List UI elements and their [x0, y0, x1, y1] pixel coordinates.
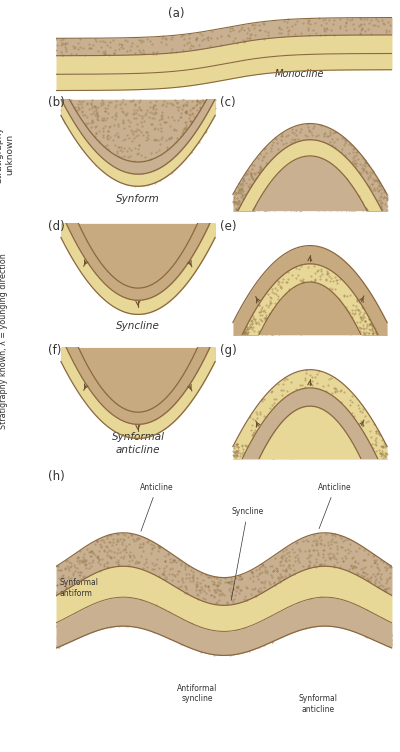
- Text: Synformal
anticline: Synformal anticline: [298, 694, 338, 714]
- Text: Antiformal
syncline: Antiformal syncline: [177, 684, 217, 703]
- Text: Anticline: Anticline: [287, 320, 333, 331]
- Text: Synform: Synform: [116, 195, 160, 205]
- Text: (b): (b): [48, 96, 65, 108]
- Text: (h): (h): [48, 470, 65, 483]
- Text: Stratigraphy known, λ = younging direction: Stratigraphy known, λ = younging directi…: [0, 253, 8, 429]
- Text: Synformal
anticline: Synformal anticline: [112, 432, 164, 455]
- Text: Syncline: Syncline: [116, 320, 160, 331]
- Text: (g): (g): [220, 344, 237, 356]
- Text: (f): (f): [48, 344, 61, 356]
- Text: Stratigraphy
unknown: Stratigraphy unknown: [0, 126, 14, 183]
- Text: Synformal
antiform: Synformal antiform: [59, 578, 98, 598]
- Text: (a): (a): [168, 7, 184, 20]
- Text: Antiform: Antiform: [288, 198, 332, 208]
- Text: Monocline: Monocline: [274, 69, 324, 80]
- Text: (d): (d): [48, 220, 65, 232]
- Text: (c): (c): [220, 96, 236, 108]
- Text: Anticline: Anticline: [318, 483, 352, 529]
- Text: Anticline: Anticline: [140, 483, 174, 531]
- Text: (e): (e): [220, 220, 236, 232]
- Text: Antiformal
syncline: Antiformal syncline: [283, 432, 337, 455]
- Text: Syncline: Syncline: [231, 508, 264, 600]
